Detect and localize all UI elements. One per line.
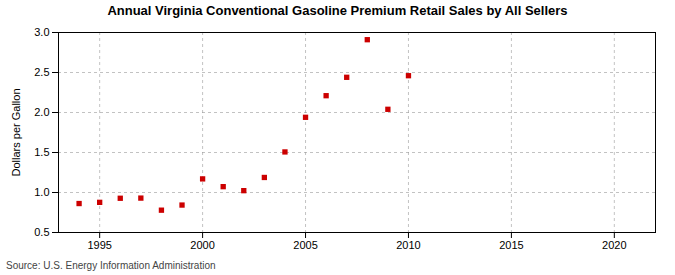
svg-text:2.0: 2.0 bbox=[34, 106, 49, 118]
svg-text:2020: 2020 bbox=[602, 239, 626, 251]
svg-text:3.0: 3.0 bbox=[34, 26, 49, 38]
svg-text:2000: 2000 bbox=[190, 239, 214, 251]
html-text:Annual Virginia Conventional G: Annual Virginia Conventional Gasoline Pr… bbox=[107, 3, 568, 18]
svg-text:0.5: 0.5 bbox=[34, 226, 49, 238]
svg-text:1.0: 1.0 bbox=[34, 186, 49, 198]
svg-text:1995: 1995 bbox=[87, 239, 111, 251]
svg-text:2005: 2005 bbox=[293, 239, 317, 251]
svg-text:2010: 2010 bbox=[396, 239, 420, 251]
svg-text:Dollars per Gallon: Dollars per Gallon bbox=[10, 88, 22, 176]
svg-text:2.5: 2.5 bbox=[34, 66, 49, 78]
svg-text:2015: 2015 bbox=[499, 239, 523, 251]
html-text:Source: U.S. Energy Informatio: Source: U.S. Energy Information Administ… bbox=[6, 260, 216, 271]
svg-text:1.5: 1.5 bbox=[34, 146, 49, 158]
